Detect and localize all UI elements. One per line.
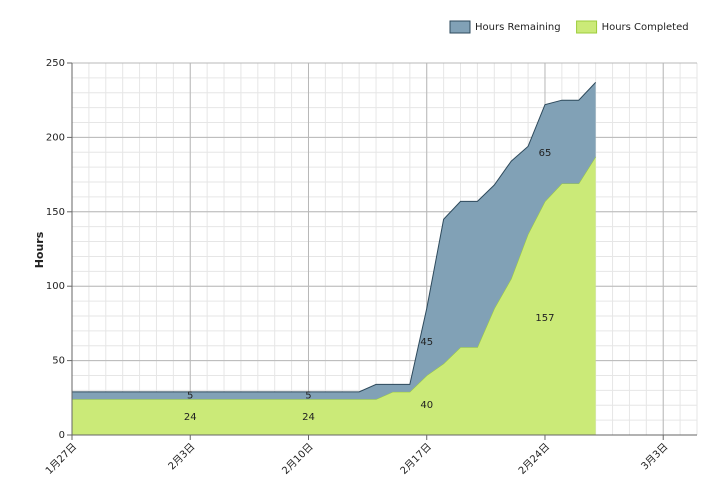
data-label: 5 [305, 391, 311, 402]
data-label: 24 [184, 412, 197, 423]
data-label: 5 [187, 391, 193, 402]
legend: Hours Remaining Hours Completed [449, 20, 689, 34]
area [72, 82, 596, 400]
y-tick-label: 150 [46, 207, 65, 218]
data-label: 24 [302, 412, 315, 423]
data-label: 40 [420, 400, 433, 411]
area-edge [72, 82, 597, 393]
y-tick-label: 100 [46, 281, 65, 292]
data-label: 65 [539, 148, 552, 159]
y-axis-label: Hours [33, 231, 46, 268]
y-tick-label: 250 [46, 58, 65, 69]
legend-swatch [449, 20, 471, 34]
y-tick-label: 200 [46, 132, 65, 143]
y-tick-label: 0 [59, 430, 65, 441]
y-tick-label: 50 [52, 356, 65, 367]
legend-swatch [576, 20, 598, 34]
legend-label: Hours Remaining [475, 22, 561, 33]
data-label: 45 [420, 337, 433, 348]
data-label: 157 [535, 313, 554, 324]
area [72, 156, 596, 435]
legend-label: Hours Completed [602, 22, 689, 33]
